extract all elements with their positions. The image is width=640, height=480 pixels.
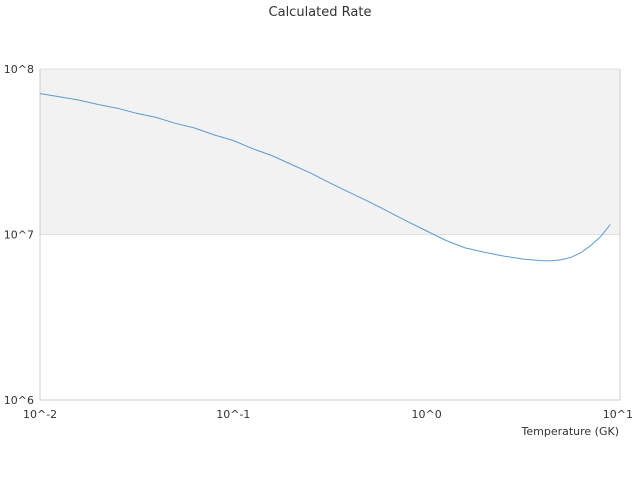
y-tick-label-0: 10^6 [4, 394, 34, 407]
y-tick-label-1: 10^7 [4, 229, 34, 242]
axes [39, 69, 621, 401]
series-line-0 [39, 93, 611, 262]
chart-title: Calculated Rate [269, 5, 372, 20]
y-tick-label-2: 10^8 [4, 63, 34, 76]
y-tick-labels: 10^6 10^7 10^8 [4, 63, 34, 407]
x-tick-label-3: 10^1 [603, 408, 633, 421]
x-tick-label-2: 10^0 [412, 408, 442, 421]
x-tick-label-1: 10^-1 [216, 408, 250, 421]
shaded-band [40, 69, 620, 235]
series-layer [39, 93, 611, 262]
x-tick-label-0: 10^-2 [23, 408, 57, 421]
x-axis-label: Temperature (GK) [521, 425, 620, 438]
x-tick-labels: 10^-2 10^-1 10^0 10^1 [23, 408, 633, 421]
